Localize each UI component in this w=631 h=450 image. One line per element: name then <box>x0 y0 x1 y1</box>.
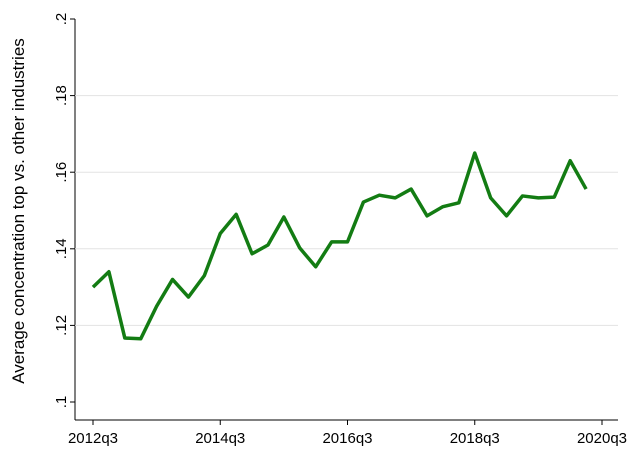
y-axis-title: Average concentration top vs. other indu… <box>9 38 28 384</box>
x-tick-label: 2012q3 <box>68 430 118 447</box>
x-tick-label: 2016q3 <box>322 430 372 447</box>
x-tick-label: 2020q3 <box>577 430 627 447</box>
x-tick-label: 2014q3 <box>195 430 245 447</box>
y-tick-label: .16 <box>53 162 70 183</box>
x-tick-label: 2018q3 <box>450 430 500 447</box>
y-tick-label: .2 <box>53 13 70 26</box>
y-tick-label: .18 <box>53 85 70 106</box>
y-tick-label: .1 <box>53 396 70 409</box>
y-tick-label: .14 <box>53 238 70 259</box>
data-line <box>91 151 588 341</box>
y-tick-label: .12 <box>53 315 70 336</box>
